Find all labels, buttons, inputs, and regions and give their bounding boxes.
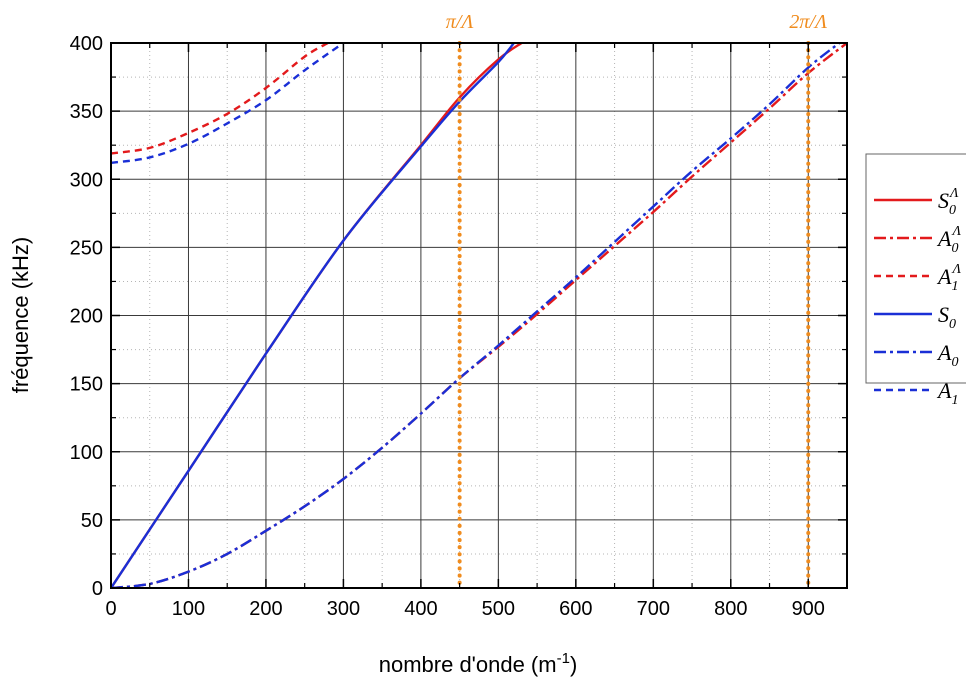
y-tick-label: 350: [70, 101, 103, 123]
legend-label-s0_lambda: S0Λ: [938, 186, 959, 218]
series-group: [111, 43, 847, 588]
series-line-a0: [111, 43, 841, 588]
legend-label-a0: A0: [936, 340, 958, 370]
x-tick-label: 300: [327, 598, 360, 620]
legend-label-a1_lambda: A1Λ: [936, 262, 961, 294]
y-tick-label: 50: [81, 510, 103, 532]
vertical-markers: π/Λ 2π/Λ: [446, 11, 827, 590]
axis-ticks: 0 100 200 300 400 500 600 700 800 900 0 50 100 150 200…: [70, 33, 847, 620]
x-tick-label: 400: [404, 598, 437, 620]
x-tick-label: 600: [559, 598, 592, 620]
x-tick-label: 200: [249, 598, 282, 620]
vertical-marker-label-0: π/Λ: [446, 11, 474, 33]
vertical-marker-label-1: 2π/Λ: [789, 11, 827, 33]
y-tick-label: 0: [92, 578, 103, 600]
legend-label-a0_lambda: A0Λ: [936, 224, 961, 256]
series-line-a1: [111, 43, 345, 165]
y-tick-label: 200: [70, 306, 103, 328]
x-tick-label: 700: [637, 598, 670, 620]
legend: S0Λ A0Λ A1Λ S0 A0 A1: [865, 153, 966, 408]
x-tick-label: 800: [714, 598, 747, 620]
x-tick-label: 500: [482, 598, 515, 620]
x-tick-label: 100: [172, 598, 205, 620]
series-line-s0: [111, 43, 515, 588]
x-axis-title: nombre d'onde (m-1): [379, 650, 578, 677]
legend-box: [865, 153, 966, 384]
y-tick-label: 150: [70, 374, 103, 396]
y-tick-label: 300: [70, 169, 103, 191]
x-tick-label: 900: [792, 598, 825, 620]
y-tick-label: 100: [70, 442, 103, 464]
y-tick-label: 250: [70, 237, 103, 259]
legend-label-s0: S0: [938, 302, 956, 332]
series-line-a1_lambda: [111, 43, 329, 155]
grid: [111, 43, 847, 588]
y-axis-title: fréquence (kHz): [8, 237, 33, 394]
x-tick-label: 0: [105, 598, 116, 620]
y-tick-label: 400: [70, 33, 103, 55]
legend-label-a1: A1: [936, 378, 958, 408]
